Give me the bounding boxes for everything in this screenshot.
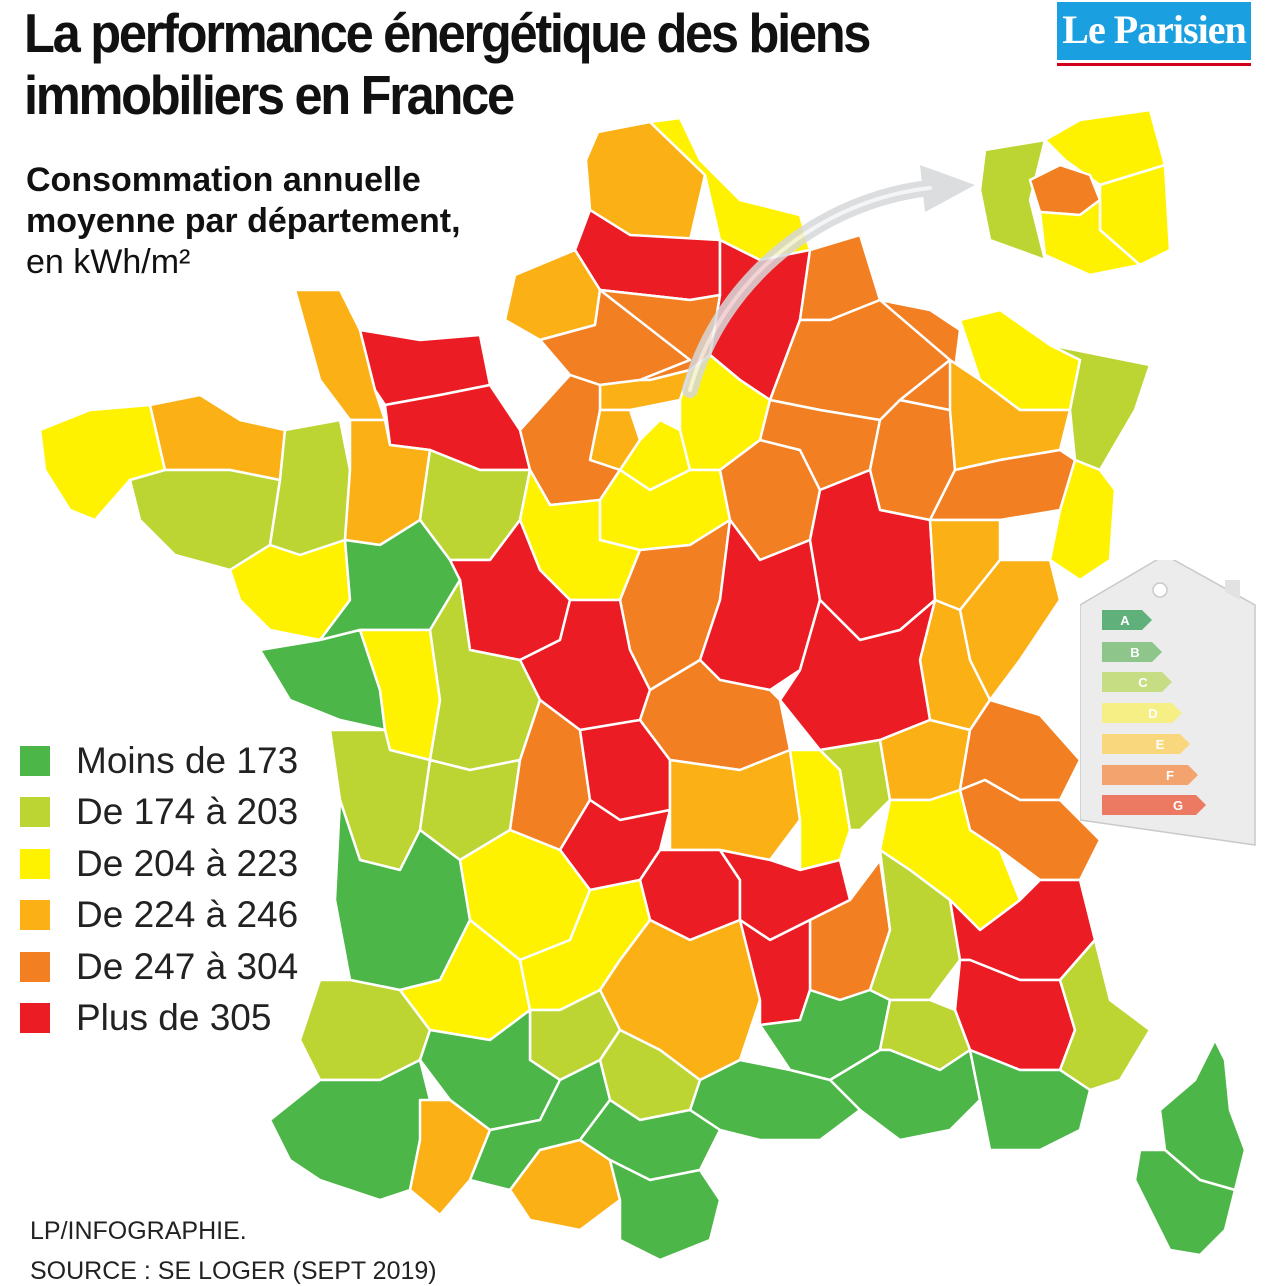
energy-label-house-icon: A B C D E F G — [1080, 560, 1256, 846]
energy-class-g: G — [1102, 795, 1206, 815]
dept-pyrenees-atlantiques — [268, 1058, 432, 1202]
inset-hauts-de-seine — [1038, 198, 1142, 277]
legend-label: De 224 à 246 — [76, 894, 299, 936]
energy-class-e: E — [1102, 734, 1190, 754]
legend-label: Plus de 305 — [76, 997, 272, 1039]
legend: Moins de 173 De 174 à 203 De 204 à 223 D… — [20, 735, 298, 1044]
dept-pyrenees-orientales — [608, 1158, 722, 1262]
legend-swatch — [20, 951, 50, 982]
energy-class-d: D — [1102, 703, 1182, 723]
source-text: SOURCE : SE LOGER (SEPT 2019) — [30, 1257, 437, 1285]
zoom-arrow — [682, 165, 975, 398]
svg-text:C: C — [1138, 675, 1148, 690]
legend-swatch — [20, 848, 50, 879]
energy-class-f: F — [1102, 765, 1198, 785]
legend-swatch — [20, 797, 50, 828]
svg-text:D: D — [1148, 706, 1157, 721]
subtitle-line-1: Consommation annuelle — [26, 161, 421, 199]
legend-item: De 224 à 246 — [20, 890, 298, 942]
svg-text:B: B — [1130, 645, 1139, 660]
page-title: La performance énergétique des biens imm… — [24, 2, 907, 126]
legend-item: Moins de 173 — [20, 735, 298, 787]
title-line-1: La performance énergétique des biens — [24, 2, 871, 64]
legend-item: De 204 à 223 — [20, 838, 298, 890]
legend-item: De 247 à 304 — [20, 941, 298, 993]
energy-class-a: A — [1102, 610, 1152, 630]
legend-item: De 174 à 203 — [20, 787, 298, 839]
dept-manche — [293, 288, 387, 422]
legend-label: Moins de 173 — [76, 739, 299, 781]
svg-text:G: G — [1173, 798, 1183, 813]
subtitle: Consommation annuelle moyenne par départ… — [26, 160, 461, 283]
brand-underline — [1057, 63, 1251, 66]
brand-name: Le Parisien — [1062, 7, 1246, 52]
legend-label: De 204 à 223 — [76, 842, 299, 884]
svg-text:E: E — [1156, 737, 1165, 752]
legend-swatch — [20, 745, 50, 776]
legend-swatch — [20, 900, 50, 931]
energy-class-c: C — [1102, 672, 1172, 692]
energy-class-b: B — [1102, 642, 1162, 662]
dept-corse-du-sud — [1133, 1148, 1237, 1257]
brand-logo: Le Parisien — [1057, 2, 1251, 66]
credit-text: LP/INFOGRAPHIE. — [30, 1217, 247, 1245]
svg-text:A: A — [1120, 613, 1130, 628]
legend-label: De 174 à 203 — [76, 791, 299, 833]
subtitle-line-3: en kWh/m² — [26, 243, 191, 281]
dept-haute-corse — [1158, 1038, 1247, 1192]
subtitle-line-2: moyenne par département, — [26, 202, 461, 240]
legend-swatch — [20, 1003, 50, 1034]
svg-text:F: F — [1166, 768, 1174, 783]
paris-inset — [978, 108, 1172, 277]
legend-label: De 247 à 304 — [76, 945, 299, 987]
dept-var — [968, 1048, 1092, 1152]
dept-cotes-darmor — [148, 393, 287, 482]
dept-alpes-maritimes — [1058, 938, 1152, 1092]
dept-hautes-pyrenees — [408, 1098, 492, 1217]
legend-item: Plus de 305 — [20, 993, 298, 1045]
title-line-2: immobiliers en France — [24, 64, 515, 126]
